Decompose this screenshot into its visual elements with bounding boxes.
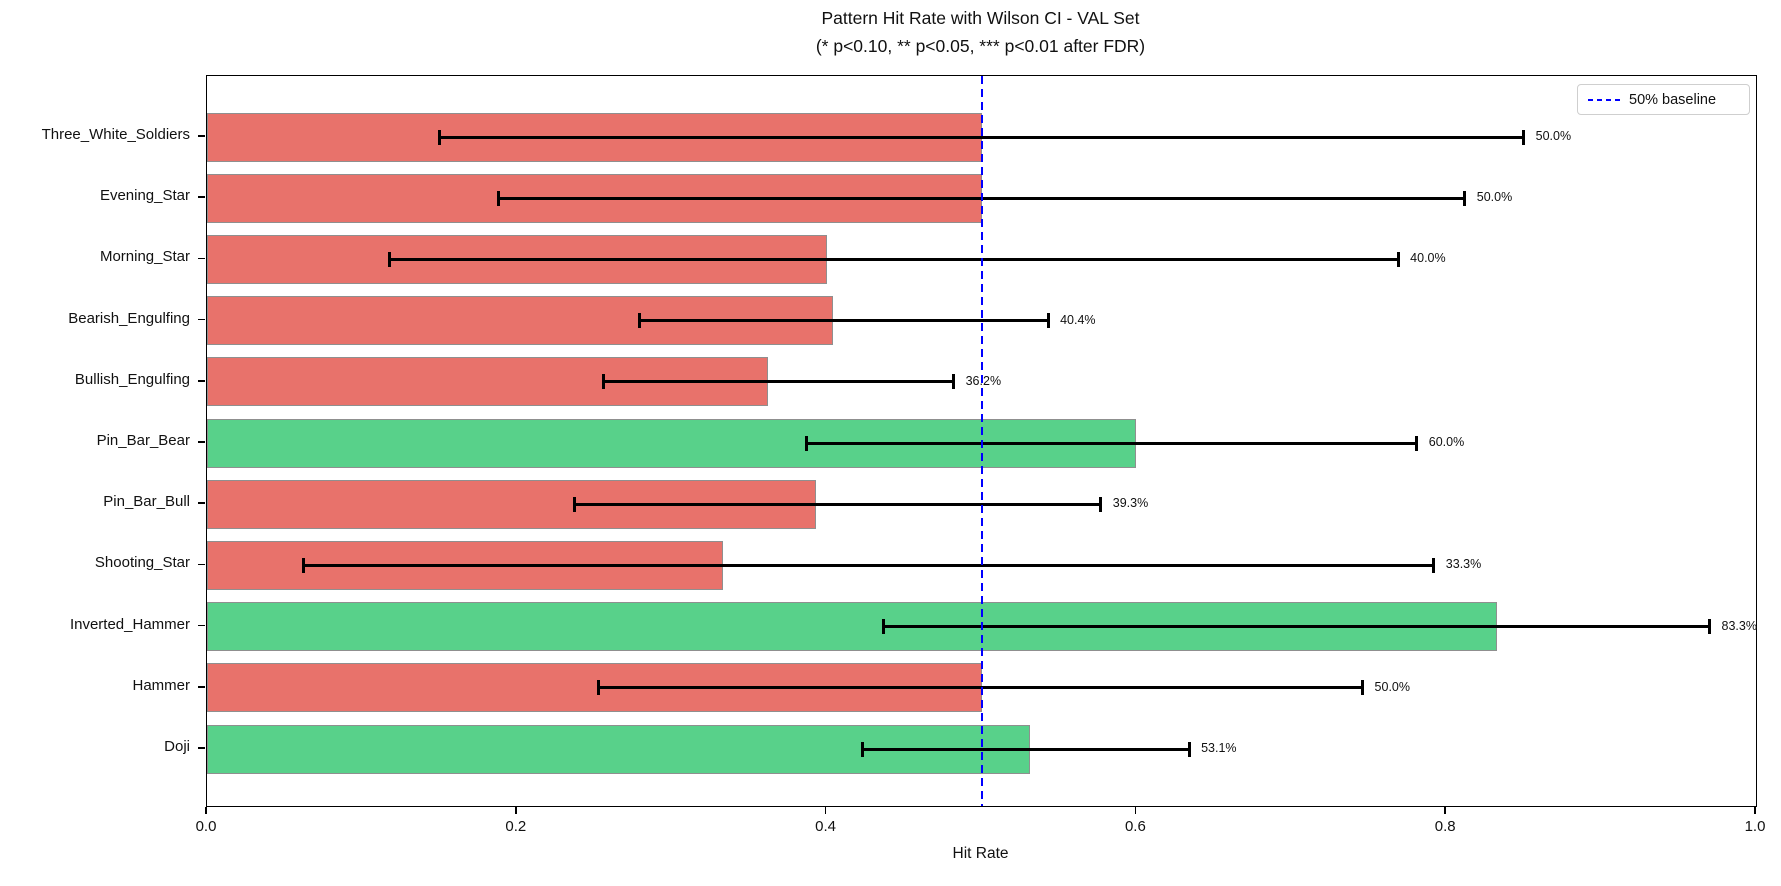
error-cap-low [637,313,641,329]
y-tick-mark [197,135,205,137]
error-cap-high [1187,741,1191,757]
x-tick-label: 1.0 [1744,818,1766,835]
chart-subtitle: (* p<0.10, ** p<0.05, *** p<0.01 after F… [815,36,1146,56]
error-cap-high [1432,557,1436,573]
y-tick-label: Inverted_Hammer [69,615,190,633]
y-tick-mark [197,380,205,382]
y-tick-mark [197,563,205,566]
value-label: 53.1% [1201,741,1237,755]
baseline-legend-dash-icon [1588,98,1620,101]
chart-title: Pattern Hit Rate with Wilson CI - VAL Se… [821,8,1140,28]
value-label: 39.3% [1112,496,1149,511]
x-tick-mark [1134,806,1137,814]
y-tick-label: Hammer [132,676,190,694]
error-cap-high [1099,496,1103,512]
value-label: 36.2% [965,373,1002,388]
y-tick-mark [197,441,205,443]
x-tick-mark [205,806,207,814]
y-tick-mark [197,747,205,749]
error-cap-low [301,557,305,573]
x-axis-label: Hit Rate [952,845,1009,862]
error-bar [303,563,1434,567]
x-tick-label: 0.2 [505,818,527,835]
value-label: 83.3% [1721,618,1757,633]
y-tick-mark [197,502,205,504]
error-cap-low [388,251,392,267]
y-tick-label: Bullish_Engulfing [74,370,190,388]
error-cap-low [597,680,601,696]
baseline-line [980,76,983,806]
error-bar [883,625,1710,629]
y-tick-label: Evening_Star [99,187,190,205]
legend: 50% baseline [1577,84,1750,115]
error-bar [574,502,1101,506]
error-cap-high [1046,313,1050,329]
y-tick-label: Pin_Bar_Bull [103,493,190,511]
value-label: 33.3% [1445,557,1482,572]
error-cap-high [1708,619,1712,635]
error-bar [389,257,1399,261]
x-tick-label: 0.8 [1434,818,1456,835]
error-cap-low [804,435,808,451]
y-tick-mark [197,624,205,627]
error-cap-low [602,374,606,390]
value-label: 50.0% [1374,679,1410,694]
y-tick-label: Pin_Bar_Bear [96,432,190,449]
x-tick-mark [515,806,517,814]
error-cap-high [1463,190,1467,206]
value-label: 60.0% [1428,435,1465,449]
y-tick-mark [197,318,205,321]
value-label: 50.0% [1476,190,1513,205]
error-cap-low [437,129,441,145]
y-tick-label: Three_White_Soldiers [41,126,190,143]
x-tick-mark [1754,806,1756,814]
y-tick-mark [197,257,205,260]
error-cap-low [572,496,576,512]
y-tick-mark [197,196,205,198]
plot-area: 50.0% 50.0% 40.0% 40.4% 36.2% 60.0% 39.3% 33.3%… [206,75,1757,807]
error-cap-high [1415,435,1419,451]
x-tick-label: 0.4 [815,818,837,835]
error-cap-high [952,374,956,390]
error-bar [603,380,954,384]
value-label: 50.0% [1535,129,1572,143]
error-bar [862,747,1190,751]
value-label: 40.0% [1410,251,1446,266]
error-cap-low [882,619,886,635]
error-cap-low [496,190,500,206]
error-cap-high [1396,251,1400,267]
legend-label: 50% baseline [1629,91,1717,108]
value-label: 40.4% [1060,312,1096,327]
x-tick-label: 0.0 [195,818,217,835]
y-tick-label: Bearish_Engulfing [68,309,190,327]
x-tick-mark [824,806,827,814]
y-tick-mark [197,686,205,688]
x-tick-mark [1444,806,1446,814]
error-cap-low [860,741,864,757]
y-tick-label: Shooting_Star [94,554,190,572]
error-cap-high [1522,129,1526,145]
error-bar [639,319,1049,323]
error-cap-high [1361,680,1365,696]
x-tick-label: 0.6 [1124,818,1146,835]
y-tick-label: Morning_Star [99,248,190,266]
y-tick-label: Doji [164,738,190,755]
error-bar [806,441,1417,445]
